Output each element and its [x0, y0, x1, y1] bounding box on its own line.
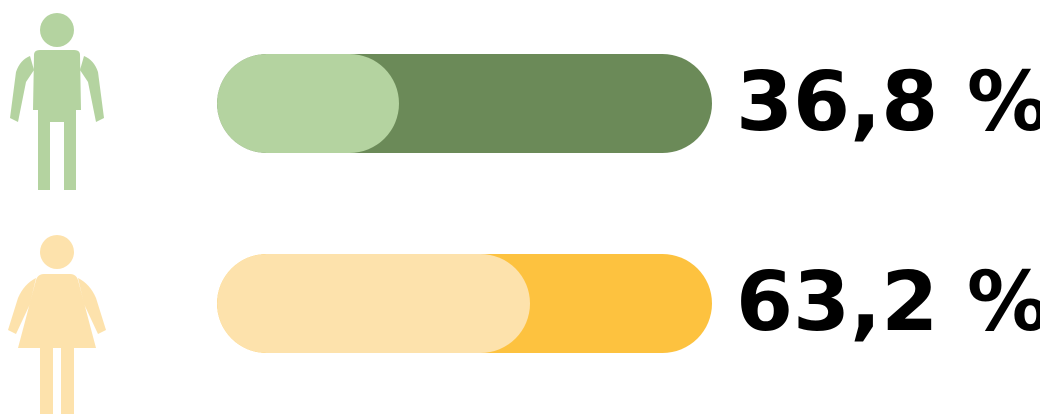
male-value-label: 36,8 %: [736, 55, 1040, 150]
female-bar-track: [217, 254, 712, 353]
female-figure-icon: [8, 235, 106, 414]
female-value-label: 63,2 %: [736, 255, 1040, 350]
female-row: 63,2 %: [0, 218, 1040, 418]
female-bar-fill: [217, 254, 530, 353]
male-bar-track: [217, 54, 712, 153]
male-row: 36,8 %: [0, 0, 1040, 200]
male-figure-icon: [10, 13, 104, 190]
male-bar-fill: [217, 54, 400, 153]
